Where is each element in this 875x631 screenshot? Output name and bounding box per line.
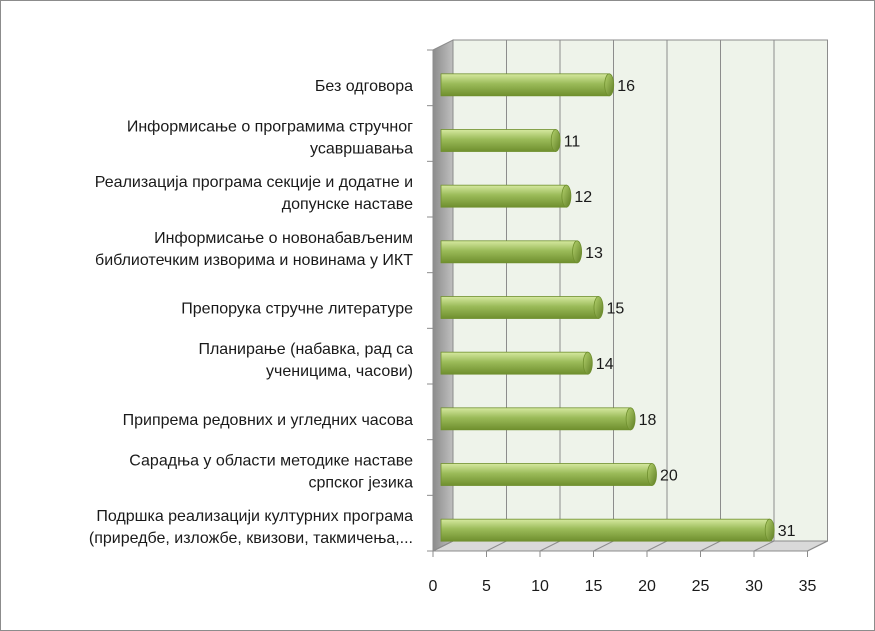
bar-cap [647,463,657,486]
floor-gridline [539,540,561,552]
category-label: Препорука стручне литературе [181,301,413,318]
data-label: 18 [639,412,657,429]
bar-body [440,407,632,431]
floor-gridline [593,540,614,552]
bar-body [440,73,610,97]
category-label: Информисање о програмима стручног [127,119,413,136]
data-label: 13 [585,245,603,262]
bar [440,240,582,264]
bar-cap [582,351,593,375]
x-tick-label: 25 [692,578,710,595]
floor [432,540,828,552]
floor-gridline [700,540,721,552]
bar-body [440,296,599,319]
bar-cap [561,184,572,208]
bar-body [440,129,557,152]
category-label: библиотечким изворима и новинама у ИКТ [95,252,413,269]
category-label: Реализација програма секције и додатне и [95,174,413,191]
bar-cap [625,407,636,431]
data-label: 14 [596,356,614,373]
category-label: Информисање о новонабављеним [154,230,413,247]
bar-cap [550,129,561,152]
category-label: Планирање (набавка, рад са [198,341,413,358]
bar [440,129,561,152]
category-label: Подршка реализацији културних програма [96,508,413,525]
floor-gridline [486,540,507,552]
bar [440,351,593,375]
x-tick-label: 10 [531,578,549,595]
bar-body [440,240,578,264]
category-label: усавршавања [310,141,413,158]
bar [440,407,636,431]
x-tick-label: 5 [482,578,491,595]
bar [440,463,657,486]
x-tick-label: 20 [638,578,656,595]
floor-gridline [432,540,454,552]
bar-body [440,518,771,542]
data-label: 12 [574,189,592,206]
bar-cap [764,518,775,542]
bar-cap [604,73,615,97]
category-label: Припрема редовних и угледних часова [123,412,413,429]
category-label: допунске наставе [282,196,413,213]
category-label: (приредбе, изложбе, квизови, такмичења,.… [89,530,413,547]
data-label: 11 [564,134,581,151]
bar-cap [593,296,604,319]
bar-body [440,463,653,486]
floor-gridline [753,540,775,552]
data-label: 15 [607,301,625,318]
bar-body [440,351,589,375]
data-label: 31 [778,523,796,540]
bar [440,296,604,319]
bar-body [440,184,567,208]
category-label: ученицима, часови) [266,363,413,380]
bar [440,518,775,542]
floor-gridline [646,540,668,552]
data-label: 16 [617,78,635,95]
bar [440,73,615,97]
x-tick-label: 0 [429,578,438,595]
data-label: 20 [660,468,678,485]
category-label: Без одговора [315,78,413,95]
bar-cap [572,240,582,264]
bar [440,184,572,208]
category-label: српског језика [308,475,413,492]
x-tick-label: 15 [585,578,603,595]
category-label: Сарадња у области методике наставе [129,453,413,470]
x-tick-label: 35 [799,578,817,595]
x-tick-label: 30 [745,578,763,595]
floor-gridline [807,540,828,552]
